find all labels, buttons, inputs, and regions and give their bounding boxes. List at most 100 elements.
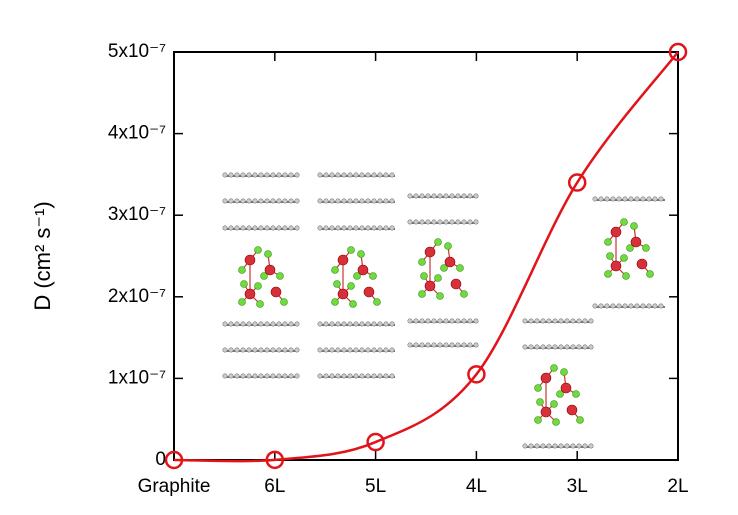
carbon-atom (413, 193, 419, 199)
carbon-atom (534, 443, 540, 449)
f-atom (550, 400, 558, 408)
carbon-atom (528, 318, 534, 324)
carbon-atom (389, 172, 395, 178)
carbon-atom (282, 198, 288, 204)
metal-atom (566, 404, 578, 416)
f-atom (534, 416, 542, 424)
carbon-atom (317, 321, 323, 327)
carbon-atom (317, 198, 323, 204)
carbon-atom (288, 198, 294, 204)
f-atom (534, 384, 542, 392)
f-atom (646, 270, 654, 278)
carbon-atom (317, 347, 323, 353)
carbon-atom (341, 198, 347, 204)
carbon-atom (598, 303, 604, 309)
f-atom (349, 300, 357, 308)
carbon-atom (582, 318, 588, 324)
data-point (265, 450, 285, 470)
carbon-atom (323, 373, 329, 379)
carbon-atom (335, 172, 341, 178)
carbon-atom (323, 198, 329, 204)
carbon-atom (359, 373, 365, 379)
f-atom (620, 218, 628, 226)
carbon-atom (425, 219, 431, 225)
x-tick-label: 3L (567, 476, 588, 497)
carbon-atom (270, 373, 276, 379)
carbon-atom (658, 303, 664, 309)
f-atom (576, 416, 584, 424)
carbon-atom (240, 198, 246, 204)
carbon-atom (294, 225, 300, 231)
f-atom (550, 364, 558, 372)
carbon-atom (234, 321, 240, 327)
f-atom (560, 368, 568, 376)
carbon-atom (335, 198, 341, 204)
metal-atom (540, 406, 552, 418)
carbon-atom (610, 196, 616, 202)
carbon-atom (437, 219, 443, 225)
carbon-atom (437, 318, 443, 324)
carbon-atom (371, 225, 377, 231)
carbon-atom (353, 198, 359, 204)
carbon-atom (347, 172, 353, 178)
y-tick-label: 3x10⁻⁷ (108, 204, 166, 225)
carbon-atom (552, 443, 558, 449)
carbon-atom (443, 193, 449, 199)
f-atom (604, 270, 612, 278)
f-atom (436, 292, 444, 300)
carbon-atom (228, 347, 234, 353)
carbon-atom (276, 225, 282, 231)
carbon-atom (329, 172, 335, 178)
carbon-atom (419, 342, 425, 348)
metal-atom (444, 256, 456, 268)
carbon-atom (282, 321, 288, 327)
f-atom (536, 398, 544, 406)
carbon-atom (455, 342, 461, 348)
carbon-atom (228, 321, 234, 327)
metal-atom (363, 286, 375, 298)
carbon-atom (335, 373, 341, 379)
carbon-atom (365, 347, 371, 353)
carbon-atom (347, 321, 353, 327)
f-atom (238, 266, 246, 274)
carbon-atom (455, 193, 461, 199)
carbon-atom (276, 321, 282, 327)
carbon-atom (582, 344, 588, 350)
metal-atom (424, 280, 436, 292)
f-atom (238, 298, 246, 306)
carbon-atom (240, 347, 246, 353)
carbon-atom (413, 219, 419, 225)
carbon-atom (522, 318, 528, 324)
f-atom (456, 264, 464, 272)
carbon-atom (419, 318, 425, 324)
carbon-atom (252, 321, 258, 327)
carbon-atom (234, 347, 240, 353)
carbon-atom (341, 225, 347, 231)
metal-atom (610, 260, 622, 272)
carbon-atom (270, 321, 276, 327)
carbon-atom (564, 443, 570, 449)
f-atom (276, 272, 284, 280)
carbon-atom (365, 172, 371, 178)
carbon-atom (276, 172, 282, 178)
carbon-atom (222, 225, 228, 231)
carbon-atom (317, 373, 323, 379)
carbon-atom (294, 198, 300, 204)
carbon-atom (576, 443, 582, 449)
metal-atom (424, 246, 436, 258)
carbon-atom (377, 198, 383, 204)
carbon-atom (383, 347, 389, 353)
carbon-atom (234, 373, 240, 379)
carbon-atom (246, 198, 252, 204)
f-atom (626, 244, 634, 252)
f-atom (347, 246, 355, 254)
carbon-atom (588, 318, 594, 324)
carbon-atom (246, 373, 252, 379)
carbon-atom (437, 193, 443, 199)
carbon-atom (246, 225, 252, 231)
metal-atom (610, 226, 622, 238)
carbon-atom (473, 318, 479, 324)
f-atom (254, 282, 262, 290)
carbon-atom (258, 198, 264, 204)
